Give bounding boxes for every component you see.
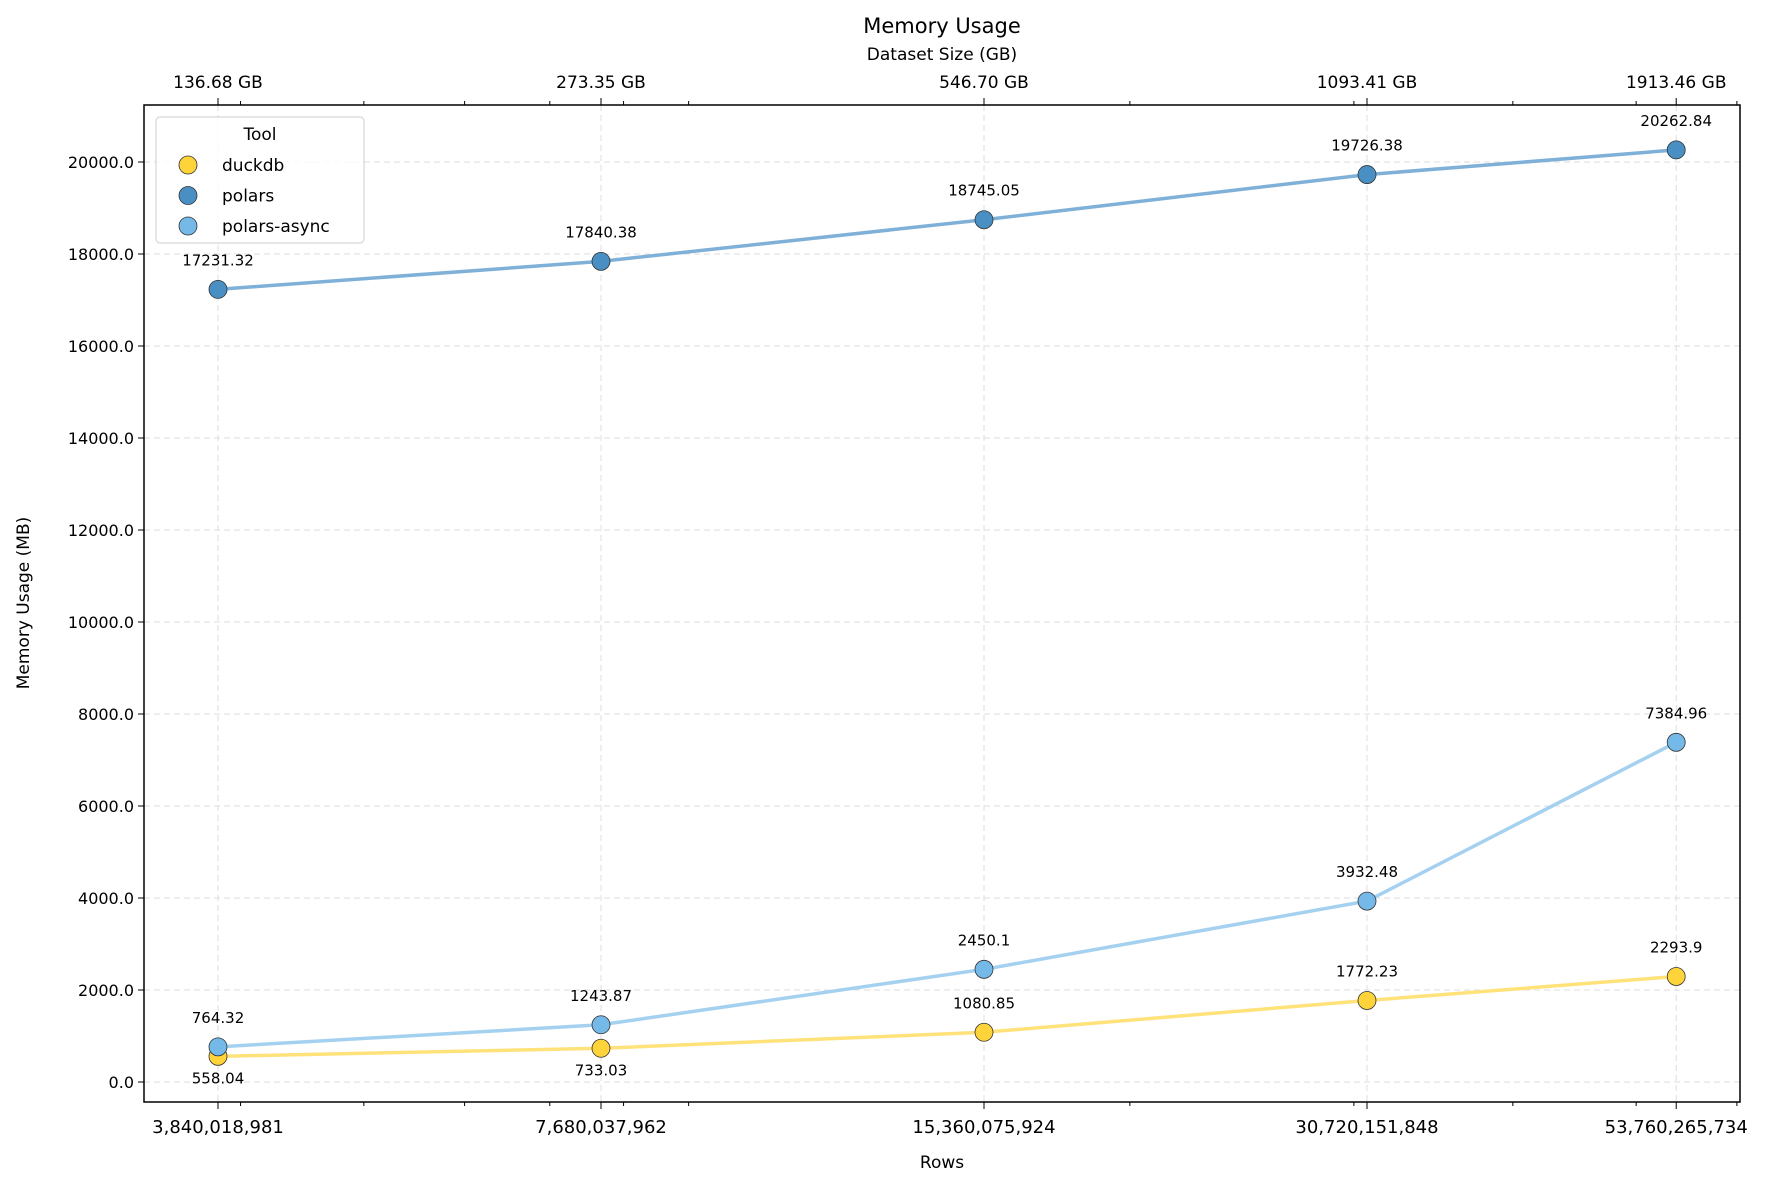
top-axis-label: Dataset Size (GB) <box>867 45 1017 65</box>
data-label-polars-async: 3932.48 <box>1336 863 1398 881</box>
top-tick-label: 273.35 GB <box>556 73 646 93</box>
plot-frame <box>143 104 1741 1103</box>
data-point-polars-async <box>208 1037 228 1057</box>
y-axis-label: Memory Usage (MB) <box>14 517 34 690</box>
legend-marker-polars <box>178 186 198 205</box>
data-label-polars: 17840.38 <box>565 223 637 241</box>
x-tick-label: 3,840,018,981 <box>152 1117 284 1138</box>
legend-label-polars: polars <box>222 187 274 207</box>
data-point-polars-async <box>974 959 994 979</box>
y-tick-label: 10000.0 <box>68 613 134 632</box>
data-label-duckdb: 1080.85 <box>953 994 1015 1012</box>
x-tick-label: 7,680,037,962 <box>535 1117 667 1138</box>
legend-box <box>155 116 365 244</box>
y-tick-label: 8000.0 <box>78 705 134 724</box>
top-tick-label: 546.70 GB <box>939 73 1029 93</box>
data-point-polars <box>1357 165 1377 184</box>
y-tick-label: 6000.0 <box>78 797 134 816</box>
y-tick-label: 0.0 <box>109 1073 134 1092</box>
data-point-polars <box>1666 140 1686 160</box>
series-line-duckdb <box>217 974 1677 1059</box>
series-line-polars <box>217 148 1677 292</box>
data-label-polars: 20262.84 <box>1640 112 1712 130</box>
top-tick-label: 1093.41 GB <box>1317 73 1418 93</box>
y-tick-label: 16000.0 <box>68 337 134 356</box>
data-point-polars <box>591 251 611 271</box>
top-tick-label: 1913.46 GB <box>1626 73 1727 93</box>
chart-title: Memory Usage <box>863 14 1021 38</box>
data-label-duckdb: 1772.23 <box>1336 962 1398 980</box>
data-label-polars-async: 7384.96 <box>1645 704 1707 722</box>
data-point-duckdb <box>1666 967 1686 986</box>
y-tick-label: 2000.0 <box>78 981 134 1000</box>
data-label-duckdb: 733.03 <box>575 1061 628 1079</box>
data-label-polars-async: 1243.87 <box>570 987 632 1005</box>
data-point-polars-async <box>1666 732 1686 752</box>
legend-label-polars-async: polars-async <box>222 217 330 237</box>
y-tick-label: 12000.0 <box>68 521 134 540</box>
data-label-polars: 18745.05 <box>948 182 1020 200</box>
legend-title: Tool <box>242 125 276 145</box>
data-point-polars-async <box>1357 891 1377 911</box>
data-point-polars-async <box>591 1015 611 1035</box>
y-tick-label: 14000.0 <box>68 429 134 448</box>
data-point-polars <box>974 210 994 230</box>
legend-label-duckdb: duckdb <box>222 156 284 176</box>
y-tick-label: 4000.0 <box>78 889 134 908</box>
data-point-duckdb <box>1357 991 1377 1010</box>
data-label-polars-async: 2450.1 <box>958 931 1011 949</box>
data-label-polars-async: 764.32 <box>192 1009 245 1027</box>
y-tick-label: 18000.0 <box>68 245 134 264</box>
data-point-duckdb <box>974 1022 994 1042</box>
y-tick-label: 20000.0 <box>68 153 134 172</box>
legend: Tool duckdb polars polars-async <box>155 116 365 244</box>
data-label-duckdb: 2293.9 <box>1650 938 1703 956</box>
x-tick-label: 53,760,265,734 <box>1605 1117 1748 1138</box>
data-label-polars: 19726.38 <box>1331 137 1403 155</box>
legend-marker-duckdb <box>178 155 198 175</box>
data-label-duckdb: 558.04 <box>192 1069 245 1087</box>
data-point-polars <box>208 279 228 299</box>
data-point-duckdb <box>591 1038 611 1058</box>
x-tick-label: 30,720,151,848 <box>1295 1117 1438 1138</box>
series-line-polars-async <box>217 740 1678 1049</box>
legend-marker-polars-async <box>178 216 198 236</box>
x-tick-label: 15,360,075,924 <box>912 1117 1055 1138</box>
top-tick-label: 136.68 GB <box>173 73 263 93</box>
data-label-polars: 17231.32 <box>182 251 254 269</box>
x-axis-label: Rows <box>920 1153 964 1173</box>
